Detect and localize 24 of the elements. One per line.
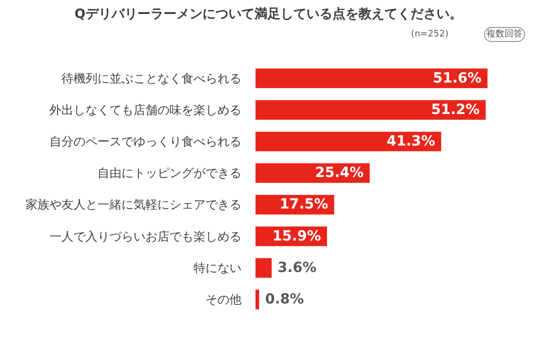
bar (256, 132, 442, 152)
data-label: 51.2% (431, 102, 480, 118)
text: 複数回答 (486, 28, 522, 40)
data-label: 3.6% (278, 260, 317, 276)
y-tick-label: 自分のペースでゆっくり食べられる (50, 134, 242, 148)
bar (256, 290, 260, 310)
y-tick-label: 外出しなくても店舗の味を楽しめる (50, 102, 242, 117)
data-label: 41.3% (386, 134, 436, 150)
y-tick-label: 自由にトッピングができる (98, 166, 242, 180)
y-tick-label: 家族や友人と一緒に気軽にシェアできる (26, 198, 242, 212)
data-label: 17.5% (280, 196, 328, 213)
data-label: 15.9% (272, 228, 321, 244)
data-label: 0.8% (265, 292, 304, 308)
y-tick-label: 待機列に並ぶことなく食べられる (62, 71, 242, 86)
chart-title: Qデリバリーラーメンについて満足している点を教えてください。 (74, 6, 463, 22)
y-tick-label: 一人で入りづらいお店でも楽しめる (50, 229, 242, 244)
text: (n=252) (411, 30, 449, 40)
bar (256, 258, 272, 278)
data-label: 51.6% (432, 70, 482, 86)
data-label: 25.4% (315, 165, 364, 182)
y-tick-label: その他 (206, 292, 242, 306)
y-tick-label: 特にない (194, 260, 242, 275)
bar (256, 100, 486, 120)
bar (256, 68, 488, 88)
